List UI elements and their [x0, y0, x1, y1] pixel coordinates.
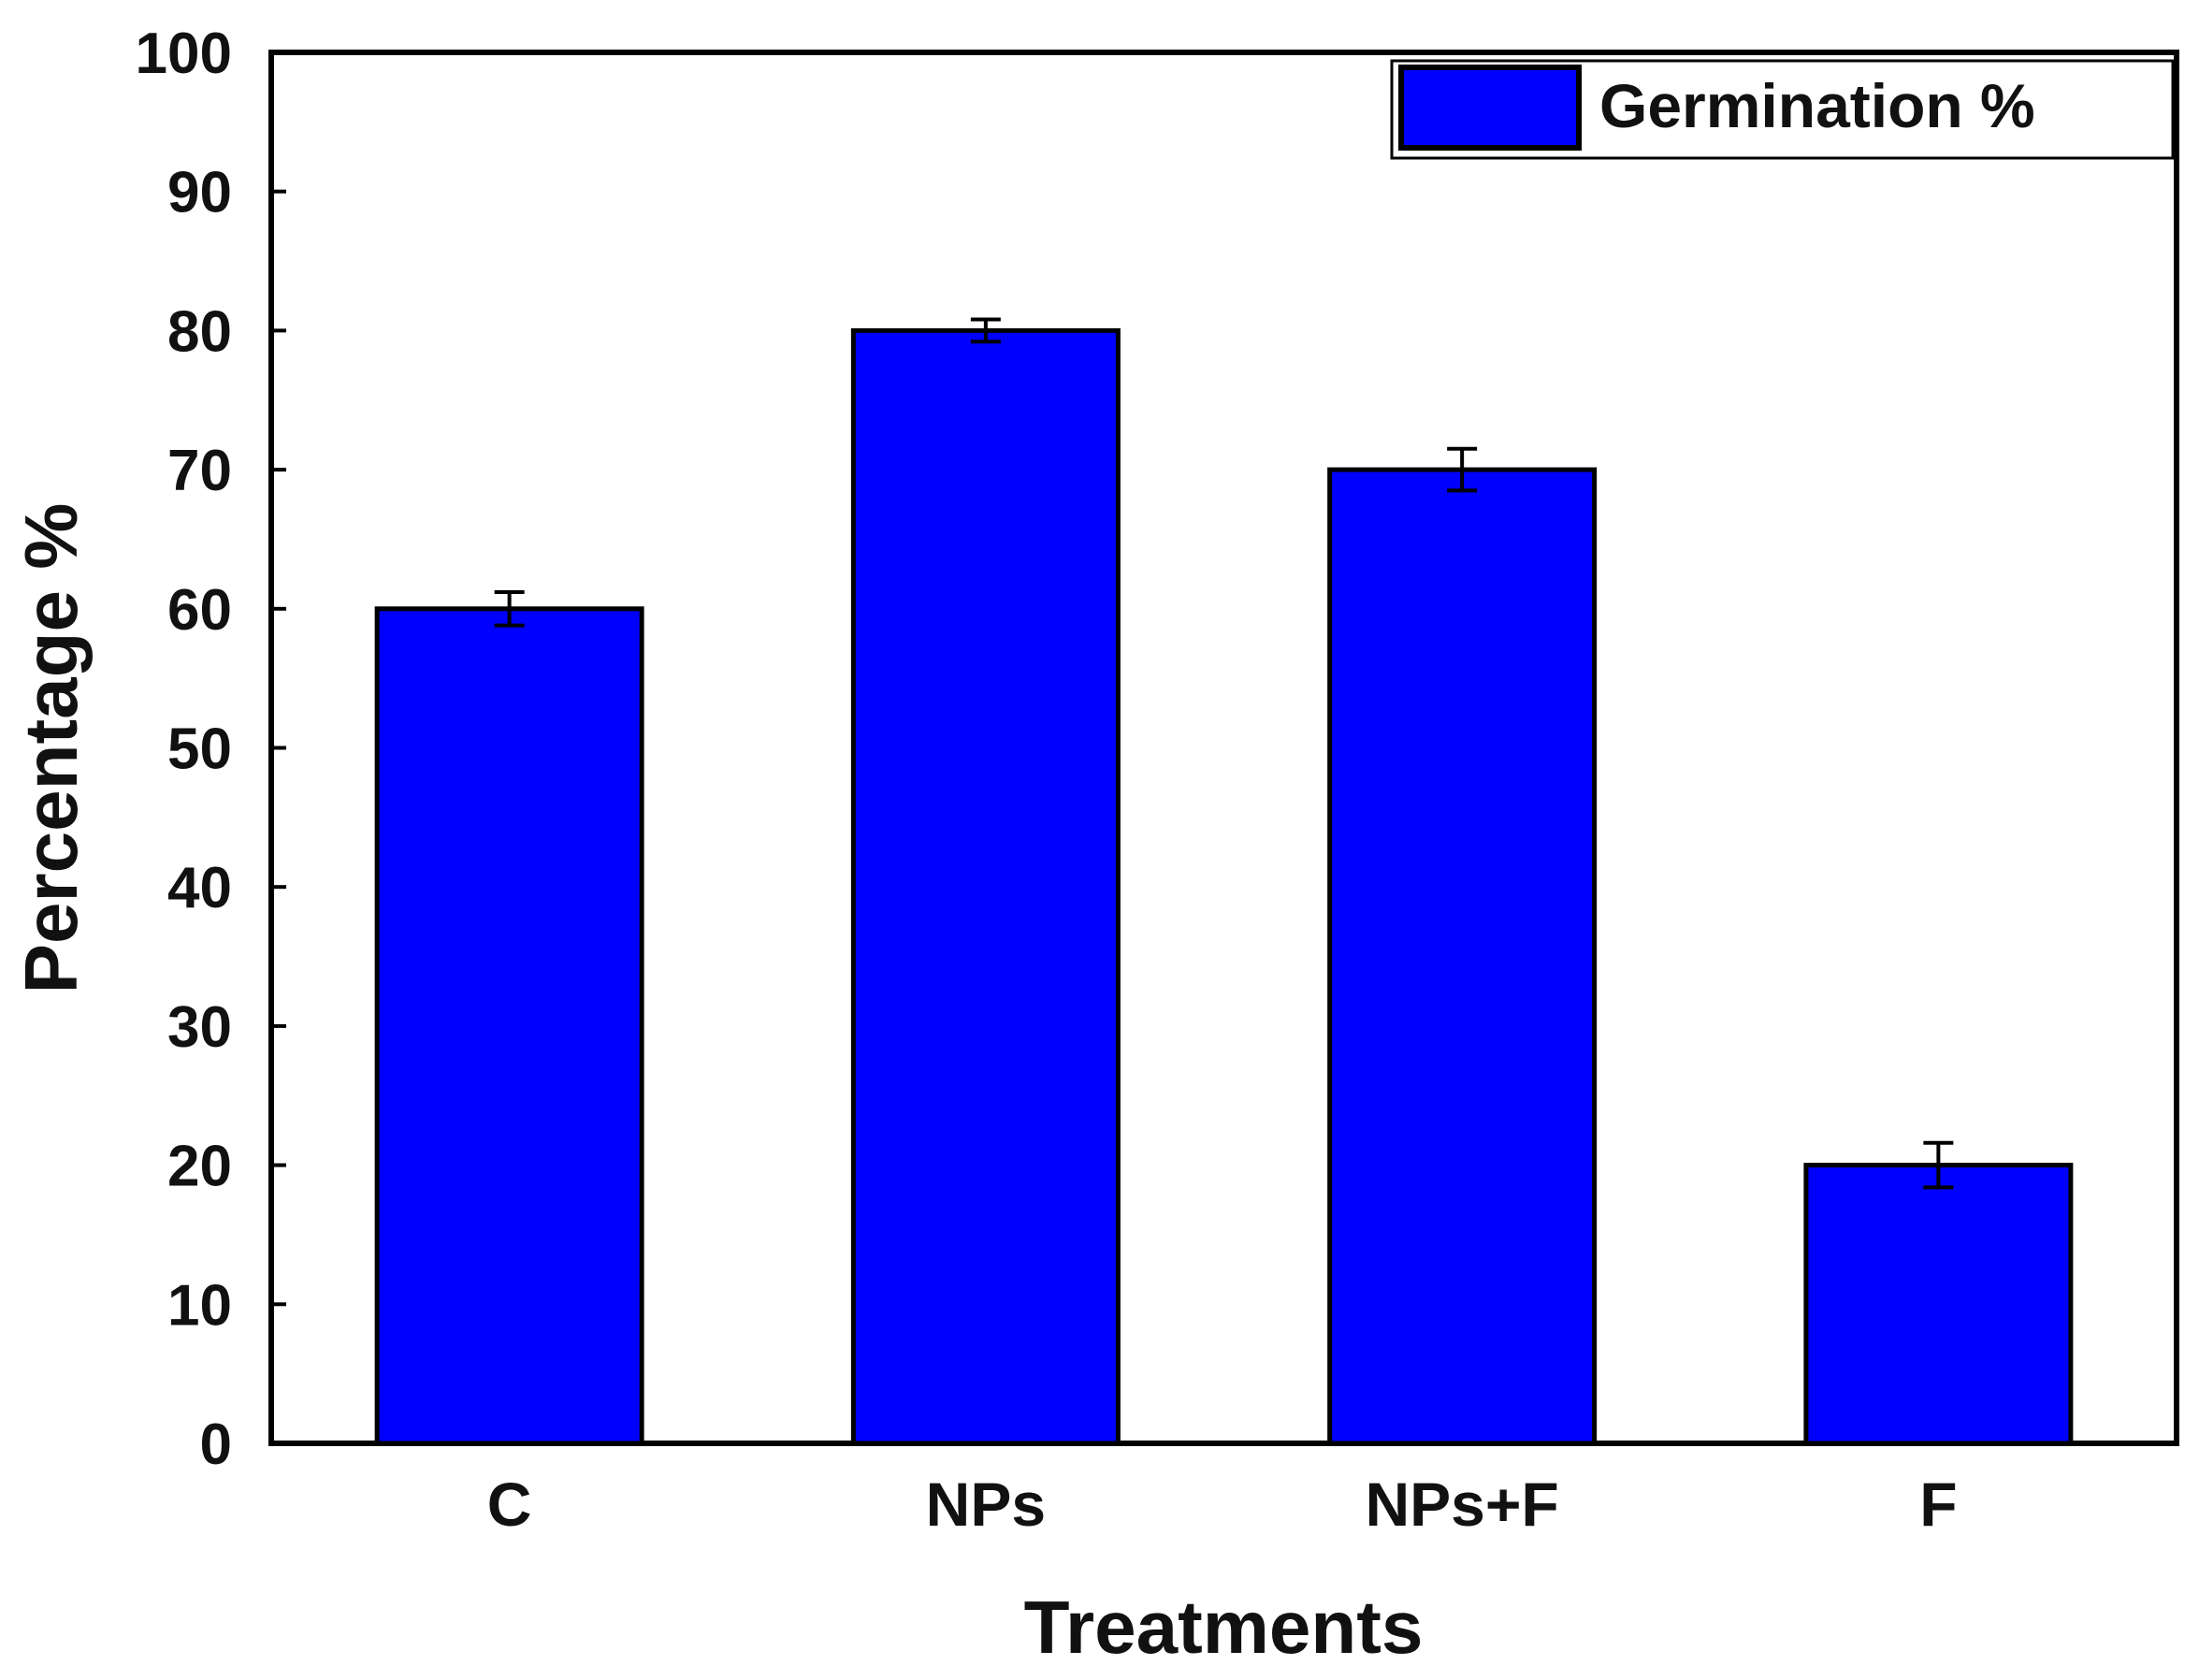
y-tick-label: 30 [167, 995, 232, 1060]
y-tick-label: 80 [167, 299, 232, 364]
x-tick-label: F [1919, 1470, 1957, 1539]
y-axis-ticks: 0 10 20 30 40 50 60 70 80 90 100 [136, 22, 286, 1477]
x-tick-label: NPs+F [1366, 1470, 1559, 1539]
legend: Germination % [1390, 59, 2175, 160]
bar-nps [850, 327, 1121, 1446]
y-tick-label: 90 [167, 161, 232, 225]
error-bar [494, 589, 525, 628]
x-tick-label: NPs [926, 1470, 1046, 1539]
x-axis-ticks: C NPs NPs+F F [487, 1470, 1958, 1539]
y-tick-label: 100 [136, 22, 232, 86]
bar-c [374, 606, 644, 1446]
y-tick-label: 60 [167, 578, 232, 643]
x-axis-label: Treatments [1024, 1586, 1424, 1669]
y-tick-label: 50 [167, 717, 232, 782]
y-tick-label: 0 [200, 1412, 232, 1477]
y-axis-label: Percentage % [9, 503, 93, 994]
error-bar [970, 317, 1001, 344]
y-tick-label: 70 [167, 439, 232, 503]
legend-label: Germination % [1599, 71, 2035, 140]
y-tick-label: 40 [167, 856, 232, 920]
y-tick-label: 10 [167, 1273, 232, 1338]
error-bars-layer [494, 317, 1954, 1190]
error-bar [1923, 1140, 1954, 1190]
error-bar [1447, 446, 1478, 493]
bar-f [1803, 1163, 2074, 1446]
x-tick-label: C [487, 1470, 532, 1539]
legend-swatch [1398, 65, 1582, 151]
y-tick-label: 20 [167, 1135, 232, 1199]
bar-nps-f [1327, 467, 1598, 1446]
